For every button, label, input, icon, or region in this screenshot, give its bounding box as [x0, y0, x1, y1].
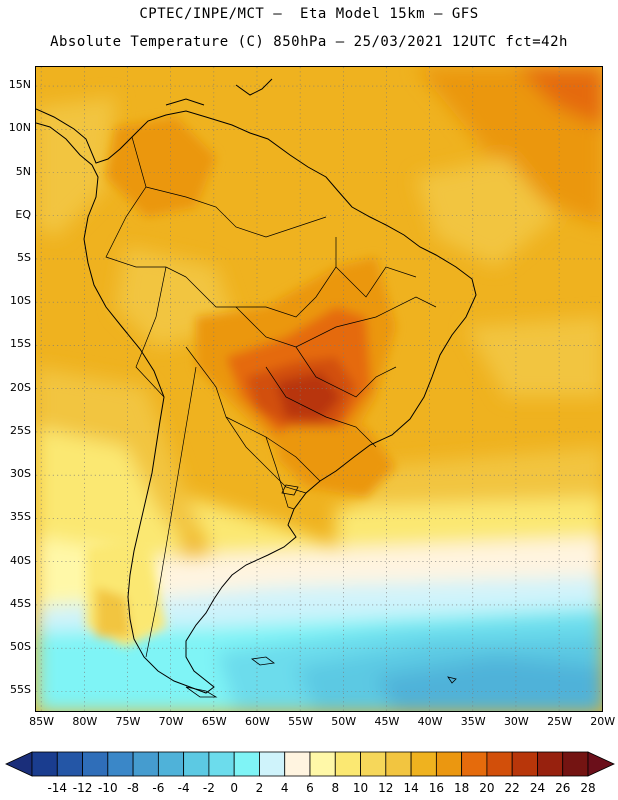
colorbar-swatch: [360, 751, 387, 777]
lon-label: 85W: [29, 715, 55, 728]
colorbar-tick-label: 20: [479, 781, 494, 795]
colorbar-swatch: [435, 751, 463, 777]
lat-label: 10S: [10, 294, 31, 308]
colorbar-swatch: [259, 751, 286, 777]
colorbar-swatch: [31, 751, 58, 777]
colorbar-swatch: [132, 751, 159, 777]
colorbar-tick-label: -10: [98, 781, 118, 795]
colorbar-swatch: [334, 751, 361, 777]
colorbar-swatch: [208, 751, 235, 777]
lon-label: 65W: [201, 715, 227, 728]
lon-label: 80W: [72, 715, 98, 728]
lat-label: 40S: [10, 553, 31, 567]
header-title: CPTEC/INPE/MCT – Eta Model 15km – GFS: [139, 6, 479, 22]
lat-label: 15S: [10, 337, 31, 351]
colorbar-tick-label: 2: [256, 781, 264, 795]
lon-label: 25W: [547, 715, 572, 728]
colorbar-swatch: [107, 751, 134, 777]
lon-label: 50W: [331, 715, 357, 728]
lon-label: 60W: [244, 715, 270, 728]
colorbar-tick-label: 12: [378, 781, 393, 795]
colorbar-tick-label: 28: [580, 781, 595, 795]
colorbar-tick-label: 14: [403, 781, 418, 795]
temperature-map: [36, 67, 602, 711]
lat-label: 5N: [15, 164, 31, 178]
lon-label: 75W: [115, 715, 141, 728]
lat-label: 45S: [10, 596, 31, 610]
colorbar-tick-label: 26: [555, 781, 570, 795]
graticule: [36, 67, 602, 711]
colorbar-swatch: [385, 751, 412, 777]
colorbar: -14 -12 -10 -8 -6 -4 -2 0 2 4 6 8 10 12 14 16 18 20 22 24 26…: [5, 751, 615, 795]
lon-label: 30W: [503, 715, 529, 728]
lat-label: 20S: [10, 380, 31, 394]
lat-label: 55S: [10, 683, 31, 697]
header-subtitle: Absolute Temperature (C) 850hPa – 25/03/…: [50, 34, 568, 50]
colorbar-swatch: [157, 751, 185, 777]
colorbar-tick-label: 24: [530, 781, 545, 795]
colorbar-swatch: [461, 751, 488, 777]
lon-label: 45W: [374, 715, 400, 728]
colorbar-swatch: [309, 751, 336, 777]
colorbar-tick-label: -6: [152, 781, 164, 795]
colorbar-swatch: [486, 751, 513, 777]
lat-label: 15N: [8, 78, 31, 92]
lon-label: 40W: [417, 715, 443, 728]
colorbar-tick-label: 22: [505, 781, 520, 795]
colorbar-tick-label: 4: [281, 781, 289, 795]
colorbar-tick-label: -4: [178, 781, 190, 795]
colorbar-swatch: [511, 751, 538, 777]
lon-label: 55W: [288, 715, 314, 728]
colorbar-swatch: [56, 751, 83, 777]
colorbar-tick-label: 10: [353, 781, 368, 795]
colorbar-swatch: [410, 751, 437, 777]
lon-label: 35W: [460, 715, 486, 728]
colorbar-high-arrow: [587, 751, 615, 777]
lat-label: 30S: [10, 467, 31, 481]
colorbar-swatch: [537, 751, 564, 777]
colorbar-tick-label: -12: [73, 781, 93, 795]
lat-label: 10N: [8, 121, 31, 135]
colorbar-tick-label: 0: [230, 781, 238, 795]
colorbar-tick-label: 6: [306, 781, 314, 795]
colorbar-swatch: [233, 751, 260, 777]
colorbar-swatch: [284, 751, 311, 777]
map-panel: [35, 66, 603, 712]
coastlines: [36, 78, 477, 694]
country-borders: [105, 136, 437, 658]
colorbar-tick-label: -14: [47, 781, 67, 795]
colorbar-tick-label: 8: [331, 781, 339, 795]
lat-label: 35S: [10, 510, 31, 524]
lat-label: 50S: [10, 640, 31, 654]
colorbar-swatch: [562, 751, 589, 777]
lat-label: 5S: [17, 250, 31, 264]
colorbar-swatch: [82, 751, 109, 777]
colorbar-swatch: [183, 751, 210, 777]
islands: [185, 484, 457, 698]
lat-label: EQ: [15, 207, 31, 221]
lon-label: 70W: [158, 715, 184, 728]
colorbar-tick-label: 16: [429, 781, 444, 795]
temperature-field: [36, 67, 602, 711]
colorbar-tick-label: -2: [203, 781, 215, 795]
colorbar-low-arrow: [5, 751, 33, 777]
lon-label: 20W: [590, 715, 616, 728]
heat-core: [86, 117, 396, 647]
colorbar-tick-label: 18: [454, 781, 469, 795]
lat-label: 25S: [10, 423, 31, 437]
colorbar-tick-label: -8: [127, 781, 139, 795]
